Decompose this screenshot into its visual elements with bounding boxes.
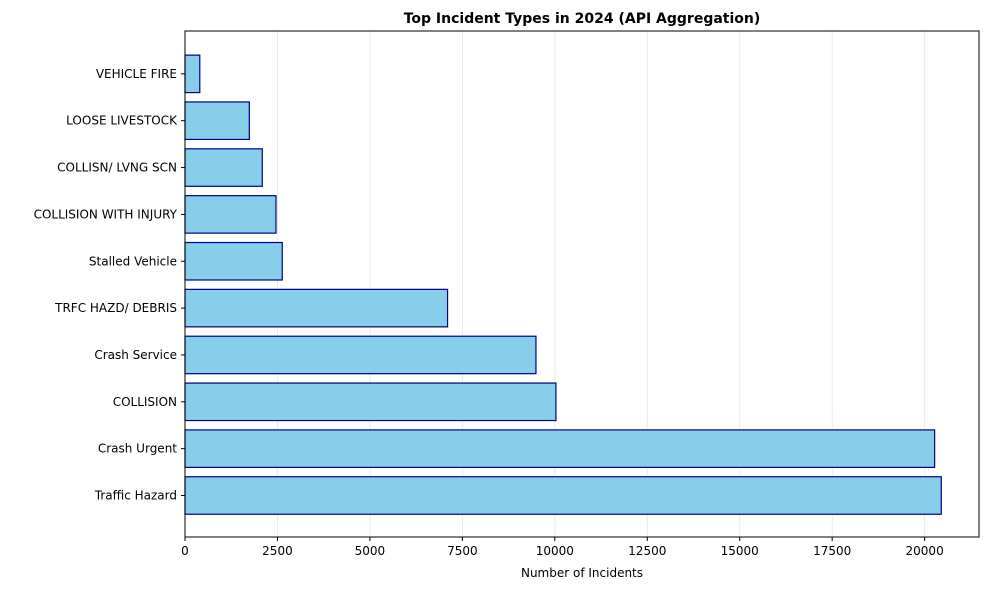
y-tick-label: TRFC HAZD/ DEBRIS [54,301,177,315]
y-tick-label: COLLISION [113,395,177,409]
bar [184,335,537,375]
x-tick-label: 20000 [906,544,944,558]
y-tick-label: Stalled Vehicle [89,254,177,268]
bar [184,241,283,281]
bar [184,101,250,141]
x-tick-label: 7500 [447,544,478,558]
x-tick-label: 10000 [536,544,574,558]
bar [184,288,449,328]
y-tick-label: COLLISION WITH INJURY [34,207,178,221]
chart-title: Top Incident Types in 2024 (API Aggregat… [404,11,761,27]
y-tick-label: Crash Service [94,348,177,362]
x-tick-label: 12500 [628,544,666,558]
y-tick-label: Crash Urgent [98,442,177,456]
x-tick-label: 2500 [262,544,293,558]
bar [184,54,201,94]
y-tick-label: LOOSE LIVESTOCK [66,114,178,128]
bar [184,429,936,468]
y-axis-ticks: Traffic Hazard Crash Urgent COLLISION Crash… [34,67,185,503]
x-tick-label: 0 [181,544,189,558]
bar [184,382,557,422]
x-axis-ticks: 0 2500 5000 7500 10000 12500 15000 17500 20000 [181,537,944,558]
x-tick-label: 17500 [813,544,851,558]
x-tick-label: 15000 [721,544,759,558]
x-tick-label: 5000 [355,544,386,558]
bars [184,54,942,515]
bar [184,195,277,234]
bar [184,476,942,515]
y-tick-label: COLLISN/ LVNG SCN [57,161,177,175]
x-axis-label: Number of Incidents [521,566,643,580]
bar [184,148,263,187]
y-tick-label: VEHICLE FIRE [96,67,177,81]
y-tick-label: Traffic Hazard [94,489,177,503]
plot-frame [184,30,980,538]
grid-lines [184,31,926,537]
